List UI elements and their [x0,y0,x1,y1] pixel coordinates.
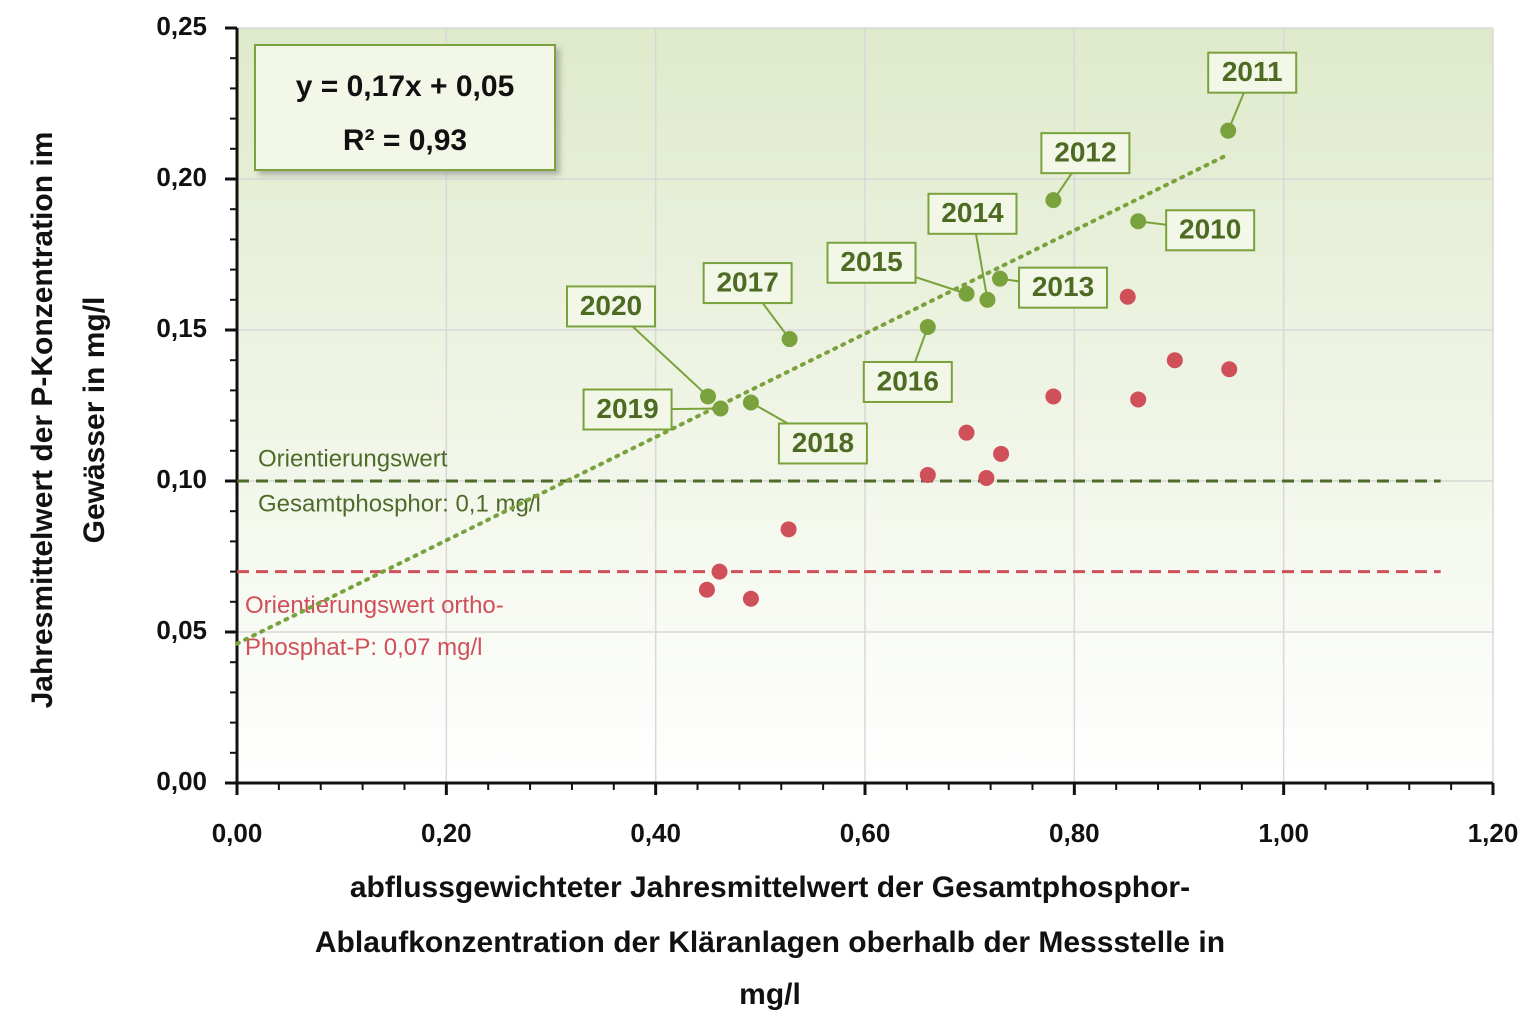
label-box [1018,266,1109,309]
label-box [1207,51,1298,94]
x-tick-label: 0,00 [212,818,263,848]
point-label: 2012 [1054,137,1116,168]
reference-label: Gesamtphosphor: 0,1 mg/l [258,490,541,517]
point-label: 2019 [596,393,658,424]
x-tick-label: 1,00 [1258,818,1309,848]
label-box [862,360,953,403]
point [958,424,975,441]
point [1166,352,1183,369]
trendline [235,152,1231,646]
y-tick-label: 0,00 [156,766,207,796]
x-axis-label: abflussgewichteter Jahresmittelwert der … [350,871,1190,904]
label-box [582,388,673,431]
point [698,581,715,598]
point-label: 2020 [580,290,642,321]
equation-box [254,44,556,171]
point-label: 2018 [792,427,854,458]
point-label: 2015 [840,246,902,277]
label-box [1165,209,1256,252]
x-tick-label: 0,60 [840,818,891,848]
label-box [927,192,1018,235]
point [993,445,1010,462]
point-label: 2010 [1179,214,1241,245]
x-tick-label: 0,40 [630,818,681,848]
point [742,590,759,607]
reference-label: Orientierungswert ortho- [245,592,504,619]
x-axis-label: mg/l [739,978,801,1011]
point [711,563,728,580]
y-tick-label: 0,05 [156,615,207,645]
reference-label: Orientierungswert [258,445,448,472]
point-label: 2016 [877,365,939,396]
r-squared: R² = 0,93 [343,124,467,157]
point [1045,388,1062,405]
point [1221,361,1238,378]
point-label: 2014 [941,197,1004,228]
point [919,466,936,483]
point [1130,391,1147,408]
label-box [826,241,917,284]
x-axis-label: Ablaufkonzentration der Kläranlagen ober… [315,926,1225,959]
y-tick-label: 0,15 [156,313,207,343]
point-label: 2017 [716,266,778,297]
point [978,469,995,486]
y-tick-label: 0,25 [156,11,207,41]
point-label: 2011 [1222,56,1283,87]
x-tick-label: 0,20 [421,818,472,848]
label-box [566,285,656,328]
equation: y = 0,17x + 0,05 [296,70,515,103]
point-label: 2013 [1032,271,1094,302]
y-tick-label: 0,10 [156,464,207,494]
point [1119,288,1136,305]
label-box [1040,132,1131,175]
reference-label: Phosphat-P: 0,07 mg/l [245,634,482,661]
point [780,521,797,538]
x-tick-label: 1,20 [1468,818,1519,848]
y-axis-label: Gewässer in mg/l [78,297,111,544]
y-axis-label: Jahresmittelwert der P-Konzentration im [26,132,59,709]
label-box [777,422,868,465]
x-tick-label: 0,80 [1049,818,1100,848]
label-box [702,262,793,305]
y-tick-label: 0,20 [156,162,207,192]
